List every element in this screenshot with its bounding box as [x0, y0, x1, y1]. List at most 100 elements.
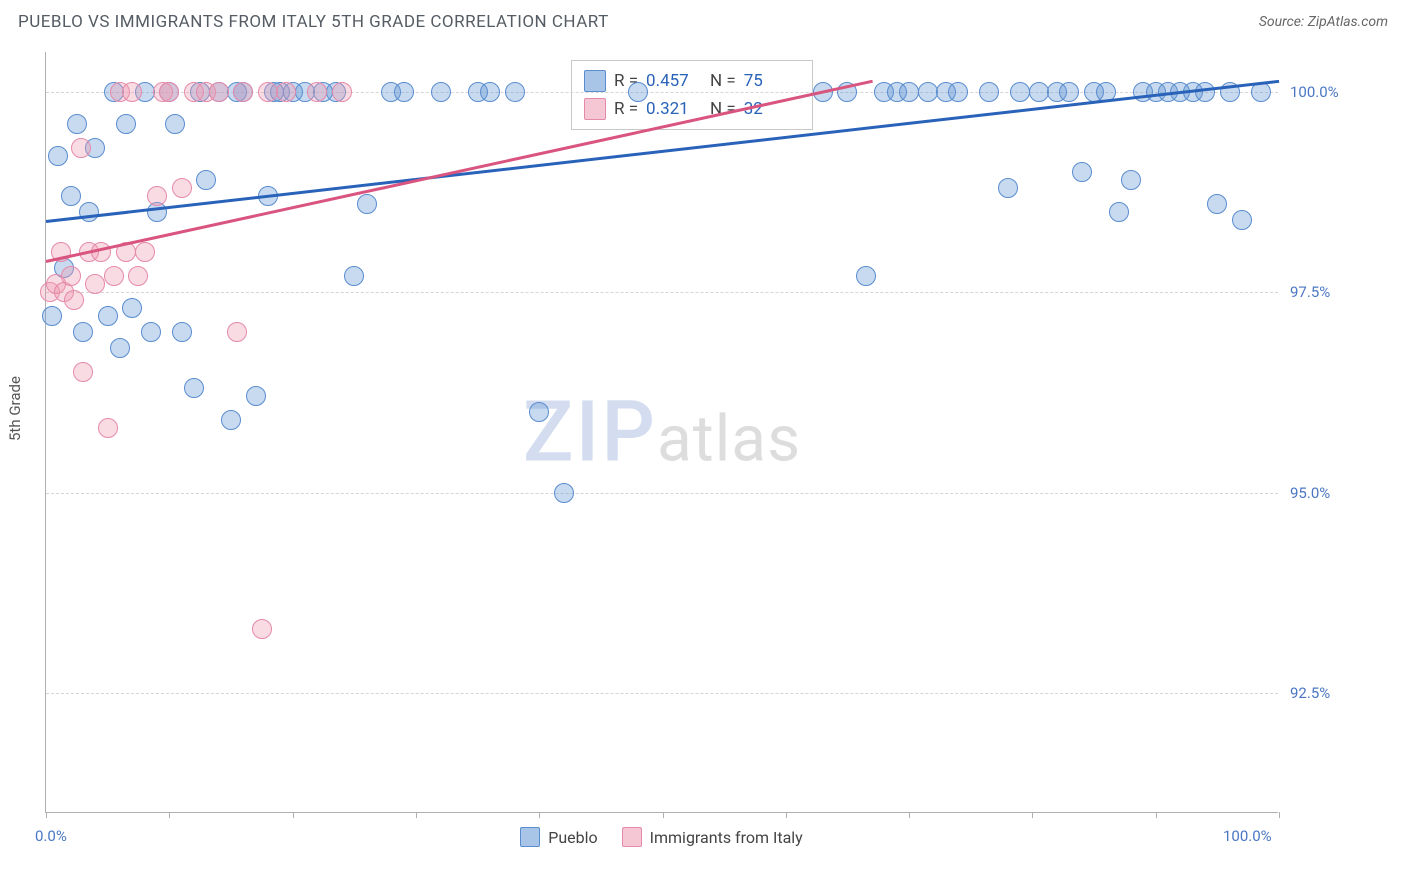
legend-label: Immigrants from Italy: [650, 828, 803, 847]
data-point: [1059, 82, 1079, 102]
data-point: [221, 410, 241, 430]
data-point: [505, 82, 525, 102]
data-point: [159, 82, 179, 102]
legend-swatch-blue: [584, 70, 606, 92]
data-point: [64, 290, 84, 310]
data-point: [394, 82, 414, 102]
data-point: [67, 114, 87, 134]
data-point: [628, 82, 648, 102]
data-point: [165, 114, 185, 134]
legend-n-value-pueblo: 75: [744, 71, 800, 91]
data-point: [172, 322, 192, 342]
data-point: [1207, 194, 1227, 214]
data-point: [135, 242, 155, 262]
data-point: [122, 298, 142, 318]
data-point: [948, 82, 968, 102]
trend-line: [46, 80, 873, 263]
x-tick: [786, 812, 787, 818]
gridline: [46, 292, 1278, 293]
x-tick: [293, 812, 294, 818]
data-point: [307, 82, 327, 102]
data-point: [79, 202, 99, 222]
watermark-suffix: atlas: [657, 402, 801, 477]
y-tick-label: 100.0%: [1290, 83, 1339, 101]
data-point: [122, 82, 142, 102]
legend-swatch-pink: [622, 827, 642, 847]
series-legend: Pueblo Immigrants from Italy: [45, 827, 1278, 847]
x-tick: [416, 812, 417, 818]
gridline: [46, 693, 1278, 694]
data-point: [172, 178, 192, 198]
data-point: [332, 82, 352, 102]
data-point: [1109, 202, 1129, 222]
y-tick-label: 97.5%: [1290, 283, 1330, 301]
data-point: [233, 82, 253, 102]
legend-item-pueblo: Pueblo: [520, 827, 597, 847]
data-point: [209, 82, 229, 102]
data-point: [98, 306, 118, 326]
legend-swatch-blue: [520, 827, 540, 847]
data-point: [856, 266, 876, 286]
source-label: Source:: [1259, 14, 1304, 30]
data-point: [252, 619, 272, 639]
legend-r-value-italy: 0.321: [646, 99, 702, 119]
data-point: [184, 378, 204, 398]
legend-r-value-pueblo: 0.457: [646, 71, 702, 91]
data-point: [61, 186, 81, 206]
data-point: [344, 266, 364, 286]
x-tick: [1279, 812, 1280, 818]
data-point: [73, 362, 93, 382]
data-point: [147, 186, 167, 206]
data-point: [357, 194, 377, 214]
watermark: ZIPatlas: [523, 383, 801, 482]
source-attribution: Source: ZipAtlas.com: [1259, 14, 1388, 30]
legend-item-italy: Immigrants from Italy: [622, 827, 803, 847]
chart-title: PUEBLO VS IMMIGRANTS FROM ITALY 5TH GRAD…: [18, 12, 609, 32]
y-tick-label: 95.0%: [1290, 484, 1330, 502]
legend-label: Pueblo: [548, 828, 597, 847]
data-point: [116, 114, 136, 134]
data-point: [899, 82, 919, 102]
data-point: [1195, 82, 1215, 102]
data-point: [227, 322, 247, 342]
data-point: [554, 483, 574, 503]
x-tick: [46, 812, 47, 818]
data-point: [61, 266, 81, 286]
data-point: [104, 266, 124, 286]
data-point: [998, 178, 1018, 198]
data-point: [48, 146, 68, 166]
data-point: [42, 306, 62, 326]
data-point: [480, 82, 500, 102]
source-link[interactable]: ZipAtlas.com: [1308, 14, 1388, 30]
chart-container: 5th Grade ZIPatlas R = 0.457 N = 75 R = …: [45, 52, 1390, 832]
legend-swatch-pink: [584, 98, 606, 120]
data-point: [1121, 170, 1141, 190]
data-point: [431, 82, 451, 102]
x-tick-label: 100.0%: [1223, 827, 1272, 845]
data-point: [128, 266, 148, 286]
data-point: [1029, 82, 1049, 102]
data-point: [1232, 210, 1252, 230]
data-point: [246, 386, 266, 406]
x-tick: [909, 812, 910, 818]
legend-r-label: R =: [614, 99, 638, 119]
data-point: [918, 82, 938, 102]
y-axis-title: 5th Grade: [6, 376, 24, 441]
data-point: [141, 322, 161, 342]
data-point: [529, 402, 549, 422]
x-tick: [169, 812, 170, 818]
data-point: [71, 138, 91, 158]
watermark-prefix: ZIP: [523, 383, 657, 482]
y-tick-label: 92.5%: [1290, 684, 1330, 702]
data-point: [73, 322, 93, 342]
data-point: [85, 274, 105, 294]
data-point: [276, 82, 296, 102]
x-tick: [1032, 812, 1033, 818]
plot-area: ZIPatlas R = 0.457 N = 75 R = 0.321 N = …: [45, 52, 1278, 813]
gridline: [46, 493, 1278, 494]
data-point: [1072, 162, 1092, 182]
data-point: [110, 338, 130, 358]
data-point: [258, 82, 278, 102]
data-point: [1010, 82, 1030, 102]
data-point: [979, 82, 999, 102]
